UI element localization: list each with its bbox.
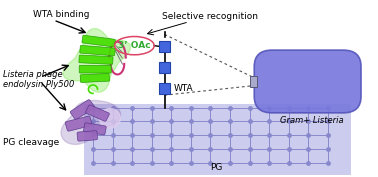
FancyBboxPatch shape [79, 65, 111, 73]
FancyBboxPatch shape [65, 116, 92, 131]
Text: WTA: WTA [174, 84, 193, 93]
FancyBboxPatch shape [84, 123, 106, 135]
FancyBboxPatch shape [80, 73, 110, 82]
FancyBboxPatch shape [70, 100, 94, 119]
Text: Gram+ Listeria: Gram+ Listeria [280, 116, 343, 125]
Text: PG: PG [210, 163, 222, 172]
Text: PG cleavage: PG cleavage [3, 138, 59, 147]
Text: Listeria phage: Listeria phage [3, 70, 62, 79]
FancyBboxPatch shape [82, 35, 115, 47]
FancyBboxPatch shape [84, 104, 351, 175]
Circle shape [99, 109, 121, 128]
FancyBboxPatch shape [159, 41, 170, 52]
Polygon shape [63, 28, 130, 92]
Polygon shape [61, 101, 121, 144]
FancyBboxPatch shape [159, 83, 170, 94]
FancyBboxPatch shape [250, 76, 257, 87]
Text: Selective recognition: Selective recognition [162, 12, 258, 21]
FancyBboxPatch shape [77, 131, 98, 141]
Text: 3’ OAc: 3’ OAc [118, 41, 151, 50]
FancyBboxPatch shape [85, 105, 109, 121]
FancyBboxPatch shape [159, 62, 170, 73]
FancyBboxPatch shape [79, 55, 113, 64]
FancyBboxPatch shape [254, 50, 361, 113]
FancyBboxPatch shape [80, 45, 115, 56]
Text: endolysin Ply500: endolysin Ply500 [3, 80, 74, 89]
Text: WTA binding: WTA binding [33, 10, 89, 19]
